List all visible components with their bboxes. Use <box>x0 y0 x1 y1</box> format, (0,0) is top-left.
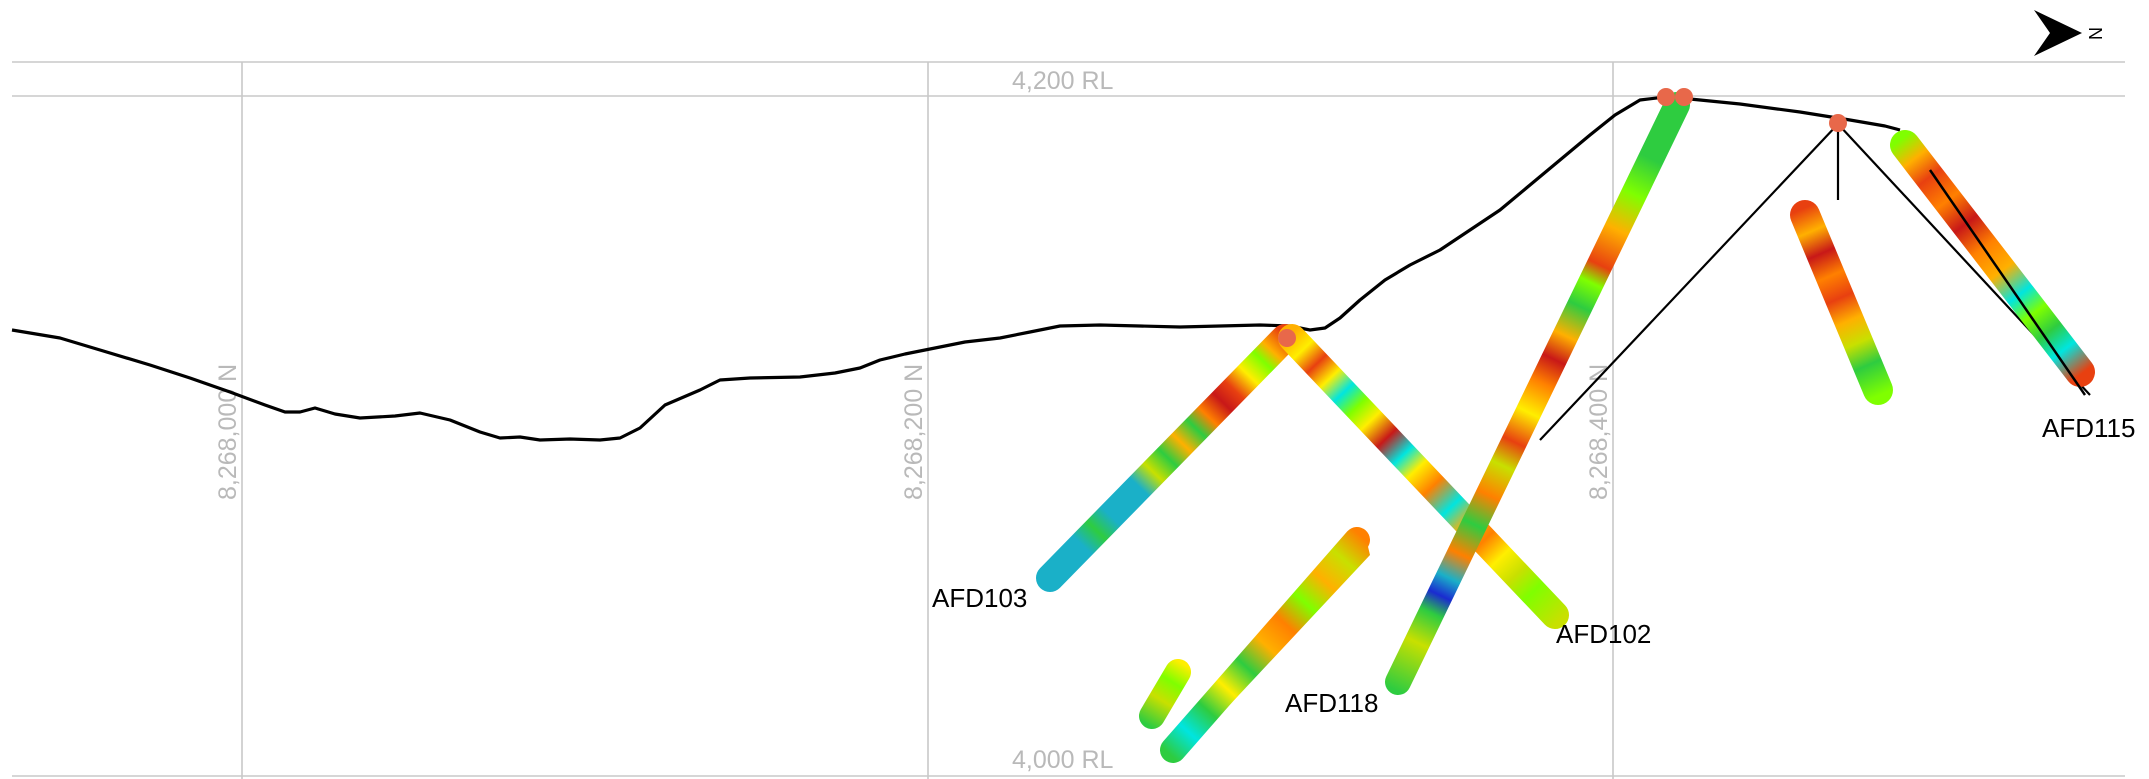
drill-hole-afd102[interactable] <box>1278 324 1569 629</box>
elevation-label-bottom: 4,000 RL <box>1012 746 1114 774</box>
drill-hole-afd115-axis <box>1928 169 2087 396</box>
drill-hole-label-afd115: AFD115 <box>2042 413 2135 443</box>
northing-label-8268200: 8,268,200 N <box>900 364 928 500</box>
north-arrow-letter: N <box>2086 27 2106 40</box>
drill-trace-afd118-upper <box>1539 123 1839 441</box>
drill-hole-afd115[interactable] <box>1890 130 2095 396</box>
drill-hole-stub-core <box>1139 659 1191 729</box>
drill-hole-label-afd102: AFD102 <box>1556 619 1651 649</box>
drill-hole-stub[interactable] <box>1139 659 1191 729</box>
drill-hole-middle-right[interactable] <box>1790 200 1893 405</box>
topographic-surface-line <box>11 95 1901 442</box>
drill-hole-label-afd103: AFD103 <box>932 583 1027 613</box>
collar-marker-afd115 <box>1829 114 1847 132</box>
drill-hole-middle-right-core <box>1790 200 1893 405</box>
drill-hole-afd118-core <box>1385 92 1690 695</box>
northing-label-8268400: 8,268,400 N <box>1585 364 1613 500</box>
elevation-label-top: 4,200 RL <box>1012 67 1114 95</box>
grid <box>12 61 2125 779</box>
drill-hole-afd118[interactable] <box>1385 92 1690 695</box>
north-arrow-icon: N <box>2034 10 2106 56</box>
drill-hole-afd103-core <box>1036 324 1299 592</box>
drill-hole-afd115-core <box>1890 130 2095 387</box>
drill-hole-afd102-core <box>1278 324 1569 629</box>
drill-hole-afd103[interactable] <box>1036 324 1299 592</box>
drill-hole-short-lower[interactable] <box>1160 527 1370 763</box>
collar-marker-afd103-afd102 <box>1278 329 1296 347</box>
northing-label-8268000: 8,268,000 N <box>214 364 242 500</box>
drill-hole-label-afd118: AFD118 <box>1285 688 1378 718</box>
collar-marker-afd118-b <box>1675 88 1693 106</box>
collar-marker-afd118-a <box>1657 88 1675 106</box>
